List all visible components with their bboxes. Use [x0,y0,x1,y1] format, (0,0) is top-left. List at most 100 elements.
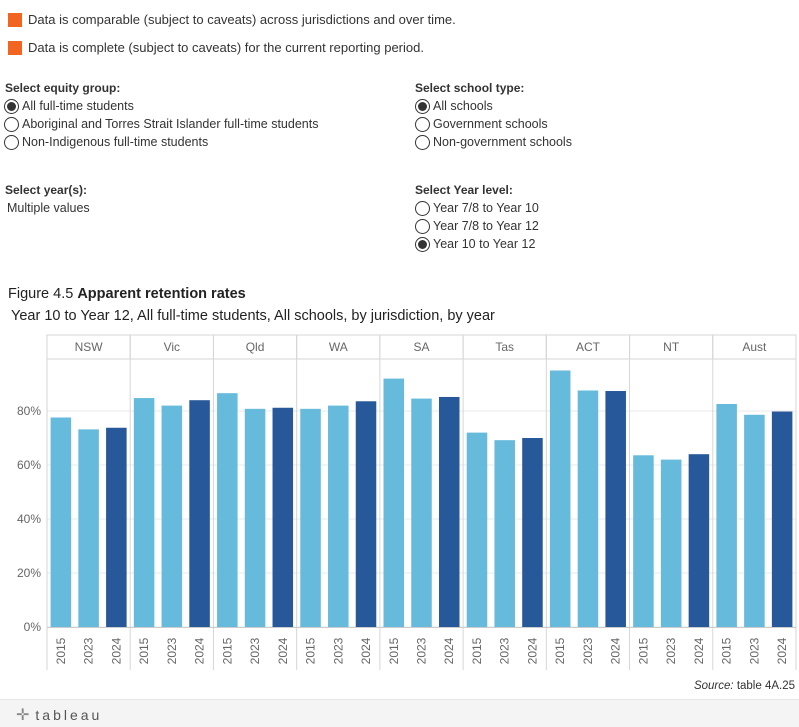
bar-nt-2024 [688,454,710,627]
x-tick-label: 2024 [692,637,706,664]
x-tick-label: 2023 [581,637,595,664]
x-tick-label: 2015 [553,637,567,664]
bar-act-2024 [605,391,626,627]
panel-header-label: Tas [495,340,514,354]
radio-empty-icon [415,200,430,216]
retention-bar-chart: 0% 20% 40% 60% 80% NSW 2015 2023 2024 Vic 2015 2023… [17,334,797,670]
radio-empty-icon [415,134,430,150]
radio-label: Year 7/8 to Year 10 [433,201,539,215]
bar-act-2015 [549,370,571,627]
x-tick-label: 2024 [276,637,290,664]
year-filter-value[interactable]: Multiple values [7,201,90,215]
bar-wa-2024 [355,401,377,627]
radio-aboriginal[interactable]: Aboriginal and Torres Strait Islander fu… [4,115,318,133]
radio-label: Year 7/8 to Year 12 [433,219,539,233]
figure-subtitle: Year 10 to Year 12, All full-time studen… [11,308,495,324]
radio-year78-to-12[interactable]: Year 7/8 to Year 12 [415,217,539,235]
x-tick-label: 2023 [664,637,678,664]
x-tick-label: 2023 [248,637,262,664]
year-level-radio-group: Year 7/8 to Year 10 Year 7/8 to Year 12 … [415,199,539,253]
bar-sa-2015 [383,378,405,627]
panel-header-label: NT [663,340,680,354]
x-tick-label: 2015 [304,637,318,664]
y-tick-label: 20% [17,566,41,580]
bar-qld-2023 [244,408,266,627]
tableau-logo-text: tableau [35,707,103,723]
radio-year10-to-12[interactable]: Year 10 to Year 12 [415,235,539,253]
equity-radio-group: All full-time students Aboriginal and To… [4,97,318,151]
bar-aust-2024 [771,411,793,627]
legend-item-comparable: Data is comparable (subject to caveats) … [8,12,456,27]
y-tick-label: 60% [17,458,41,472]
bar-vic-2015 [133,398,155,627]
bar-wa-2015 [300,408,321,627]
bar-wa-2023 [328,405,349,627]
legend-text: Data is complete (subject to caveats) fo… [28,40,424,55]
orange-square-icon [8,40,22,55]
x-tick-label: 2023 [331,637,345,664]
bar-sa-2024 [438,396,460,627]
bar-nsw-2024 [106,427,127,627]
radio-all-full-time[interactable]: All full-time students [4,97,318,115]
radio-label: All full-time students [22,99,134,113]
panel-header-label: SA [413,340,429,354]
x-tick-label: 2015 [470,637,484,664]
bar-aust-2023 [744,414,765,627]
radio-government-schools[interactable]: Government schools [415,115,572,133]
x-tick-label: 2023 [165,637,179,664]
radio-empty-icon [4,116,19,132]
radio-all-schools[interactable]: All schools [415,97,572,115]
school-type-filter-title: Select school type: [415,81,525,95]
source-note: Source: table 4A.25 [694,680,795,692]
figure-title: Figure 4.5 Apparent retention rates [8,286,246,302]
panel-header [545,334,631,360]
figure-title-text: Apparent retention rates [77,286,246,302]
radio-label: Aboriginal and Torres Strait Islander fu… [22,117,319,131]
footer-bar [0,699,799,727]
bar-nsw-2015 [50,417,72,627]
school-type-radio-group: All schools Government schools Non-gover… [415,97,572,151]
radio-label: Government schools [433,117,548,131]
radio-non-indigenous[interactable]: Non-Indigenous full-time students [4,133,318,151]
bar-sa-2023 [411,398,432,627]
panel-header-label: NSW [75,340,104,354]
tableau-plus-icon: ✛ [16,707,30,724]
source-text: table 4A.25 [736,680,795,692]
panel-header [712,334,797,360]
radio-label: Non-government schools [433,135,572,149]
x-tick-label: 2024 [359,637,373,664]
radio-empty-icon [4,134,19,150]
bar-qld-2024 [272,407,294,627]
panel-header-label: Aust [742,340,767,354]
figure-label: Figure 4.5 [8,286,74,302]
x-tick-label: 2015 [636,637,650,664]
x-tick-label: 2015 [54,637,68,664]
radio-empty-icon [415,218,430,234]
panel-header [379,334,464,360]
radio-non-government-schools[interactable]: Non-government schools [415,133,572,151]
bar-nt-2015 [633,455,654,627]
bar-vic-2023 [161,405,183,627]
x-tick-label: 2023 [747,637,761,664]
x-tick-label: 2015 [220,637,234,664]
radio-selected-icon [415,236,430,252]
tableau-logo[interactable]: ✛ tableau [16,705,102,725]
radio-selected-icon [415,98,430,114]
bar-qld-2015 [217,393,238,627]
bar-tas-2024 [522,438,543,627]
bar-tas-2023 [494,440,515,627]
bar-vic-2024 [189,400,210,627]
radio-year78-to-10[interactable]: Year 7/8 to Year 10 [415,199,539,217]
y-tick-label: 0% [24,620,42,634]
x-tick-label: 2023 [82,637,96,664]
x-tick-label: 2024 [109,637,123,664]
panel-header-label: Vic [164,340,180,354]
radio-label: Non-Indigenous full-time students [22,135,209,149]
x-tick-label: 2024 [775,637,789,664]
radio-selected-icon [4,98,19,114]
legend-text: Data is comparable (subject to caveats) … [28,12,456,27]
orange-square-icon [8,12,22,27]
panel-header [46,334,131,360]
radio-label: All schools [433,99,493,113]
radio-empty-icon [415,116,430,132]
